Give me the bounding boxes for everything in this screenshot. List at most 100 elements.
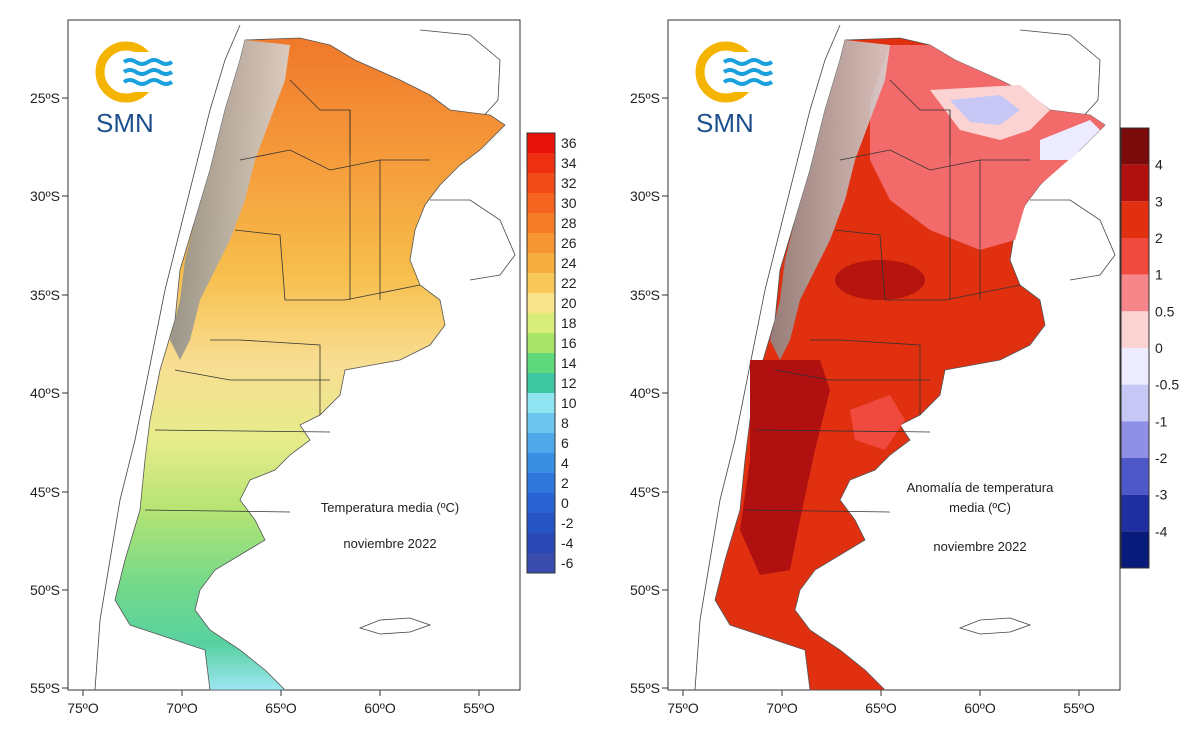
anomaly-zone-2 <box>850 395 905 450</box>
legend-swatch <box>527 533 555 553</box>
paraguay-border <box>1019 29 1101 121</box>
legend-label: 12 <box>561 375 577 391</box>
legend-label: 16 <box>561 335 577 351</box>
legend-swatch <box>527 393 555 413</box>
smn-logo: SMN <box>695 41 774 138</box>
legend-swatch <box>527 273 555 293</box>
legend-swatch <box>527 453 555 473</box>
legend-swatch <box>527 133 555 153</box>
legend-swatch <box>527 373 555 393</box>
legend-swatch <box>527 193 555 213</box>
legend-swatch <box>527 473 555 493</box>
legend-label: 22 <box>561 275 577 291</box>
lon-label: 75ºO <box>67 700 99 716</box>
legend-label: -1 <box>1155 413 1168 429</box>
province-boundaries <box>744 79 1030 513</box>
legend-border <box>1120 127 1150 569</box>
legend-label: -3 <box>1155 487 1168 503</box>
legend-label: 20 <box>561 295 577 311</box>
lat-label: 55ºS <box>630 680 660 696</box>
legend-label: 14 <box>561 355 577 371</box>
logo-text: SMN <box>96 108 154 138</box>
legend-swatch <box>1121 348 1149 385</box>
legend-label: 3 <box>1155 193 1163 209</box>
smn-logo: SMN <box>95 41 174 138</box>
legend-swatch <box>527 293 555 313</box>
legend-label: -6 <box>561 555 574 571</box>
legend-label: 30 <box>561 195 577 211</box>
legend-swatch <box>1121 128 1149 165</box>
legend-label: 24 <box>561 255 577 271</box>
lat-label: 30ºS <box>30 188 60 204</box>
legend-label: -4 <box>1155 523 1168 539</box>
anomaly-core-patagonia <box>740 360 830 575</box>
lat-label: 50ºS <box>30 582 60 598</box>
legend-label: -4 <box>561 535 574 551</box>
legend-swatch <box>1121 531 1149 568</box>
legend-label: 4 <box>561 455 569 471</box>
logo-text: SMN <box>696 108 754 138</box>
legend-label: 28 <box>561 215 577 231</box>
legend-swatch <box>527 233 555 253</box>
lon-label: 75ºO <box>667 700 699 716</box>
legend-swatch <box>527 513 555 533</box>
legend-swatch <box>527 153 555 173</box>
legend-swatch <box>527 333 555 353</box>
anomaly-zone-negative <box>950 95 1020 125</box>
lon-label: 55ºO <box>463 700 495 716</box>
legend-swatch <box>1121 201 1149 238</box>
malvinas-outline <box>958 617 1032 635</box>
lon-label: 60ºO <box>364 700 396 716</box>
lon-label: 65ºO <box>865 700 897 716</box>
legend-swatch <box>527 553 555 573</box>
legend-swatch <box>527 493 555 513</box>
lat-label: 25ºS <box>30 90 60 106</box>
legend-label: 2 <box>561 475 569 491</box>
legend-swatch <box>1121 421 1149 458</box>
lon-label: 55ºO <box>1063 700 1095 716</box>
legend-swatch <box>1121 164 1149 202</box>
legend-label: 4 <box>1155 157 1163 173</box>
legend-swatch <box>1121 494 1149 532</box>
map-period: noviembre 2022 <box>343 536 436 551</box>
chile-coastline <box>94 24 241 691</box>
legend-swatch <box>527 433 555 453</box>
legend-label: 8 <box>561 415 569 431</box>
legend-swatch <box>527 253 555 273</box>
lat-label: 40ºS <box>630 385 660 401</box>
legend-label: 26 <box>561 235 577 251</box>
legend-label: 10 <box>561 395 577 411</box>
legend-swatch <box>527 313 555 333</box>
malvinas-outline <box>358 617 432 635</box>
legend-label: 0 <box>1155 340 1163 356</box>
legend-swatch <box>527 353 555 373</box>
andes-relief <box>770 40 890 360</box>
legend-swatch <box>527 173 555 193</box>
map-title-line-1: Anomalía de temperatura <box>907 480 1054 495</box>
lon-label: 60ºO <box>964 700 996 716</box>
lat-label: 35ºS <box>630 287 660 303</box>
anomaly-zone-1 <box>870 45 1105 250</box>
lat-label: 55ºS <box>30 680 60 696</box>
legend-swatch <box>1121 274 1149 312</box>
legend-label: 6 <box>561 435 569 451</box>
lat-label: 25ºS <box>630 90 660 106</box>
uruguay-border <box>1030 199 1116 281</box>
legend-label: 0 <box>561 495 569 511</box>
legend-label: -0.5 <box>1155 377 1179 393</box>
legend-swatch <box>1121 238 1149 275</box>
anomaly-map-panel: 25ºS 30ºS 35ºS 40ºS 45ºS 50ºS 55ºS 75ºO … <box>600 0 1200 734</box>
anomaly-core-center <box>835 260 925 300</box>
legend-label: 36 <box>561 135 577 151</box>
lon-label: 70ºO <box>766 700 798 716</box>
legend-label: -2 <box>1155 450 1168 466</box>
lat-label: 45ºS <box>30 484 60 500</box>
lat-label: 35ºS <box>30 287 60 303</box>
uruguay-border <box>430 199 516 281</box>
province-boundaries <box>144 79 430 513</box>
legend-label: -2 <box>561 515 574 531</box>
map-title: Temperatura media (ºC) <box>321 500 459 515</box>
lat-label: 30ºS <box>630 188 660 204</box>
lon-label: 65ºO <box>265 700 297 716</box>
